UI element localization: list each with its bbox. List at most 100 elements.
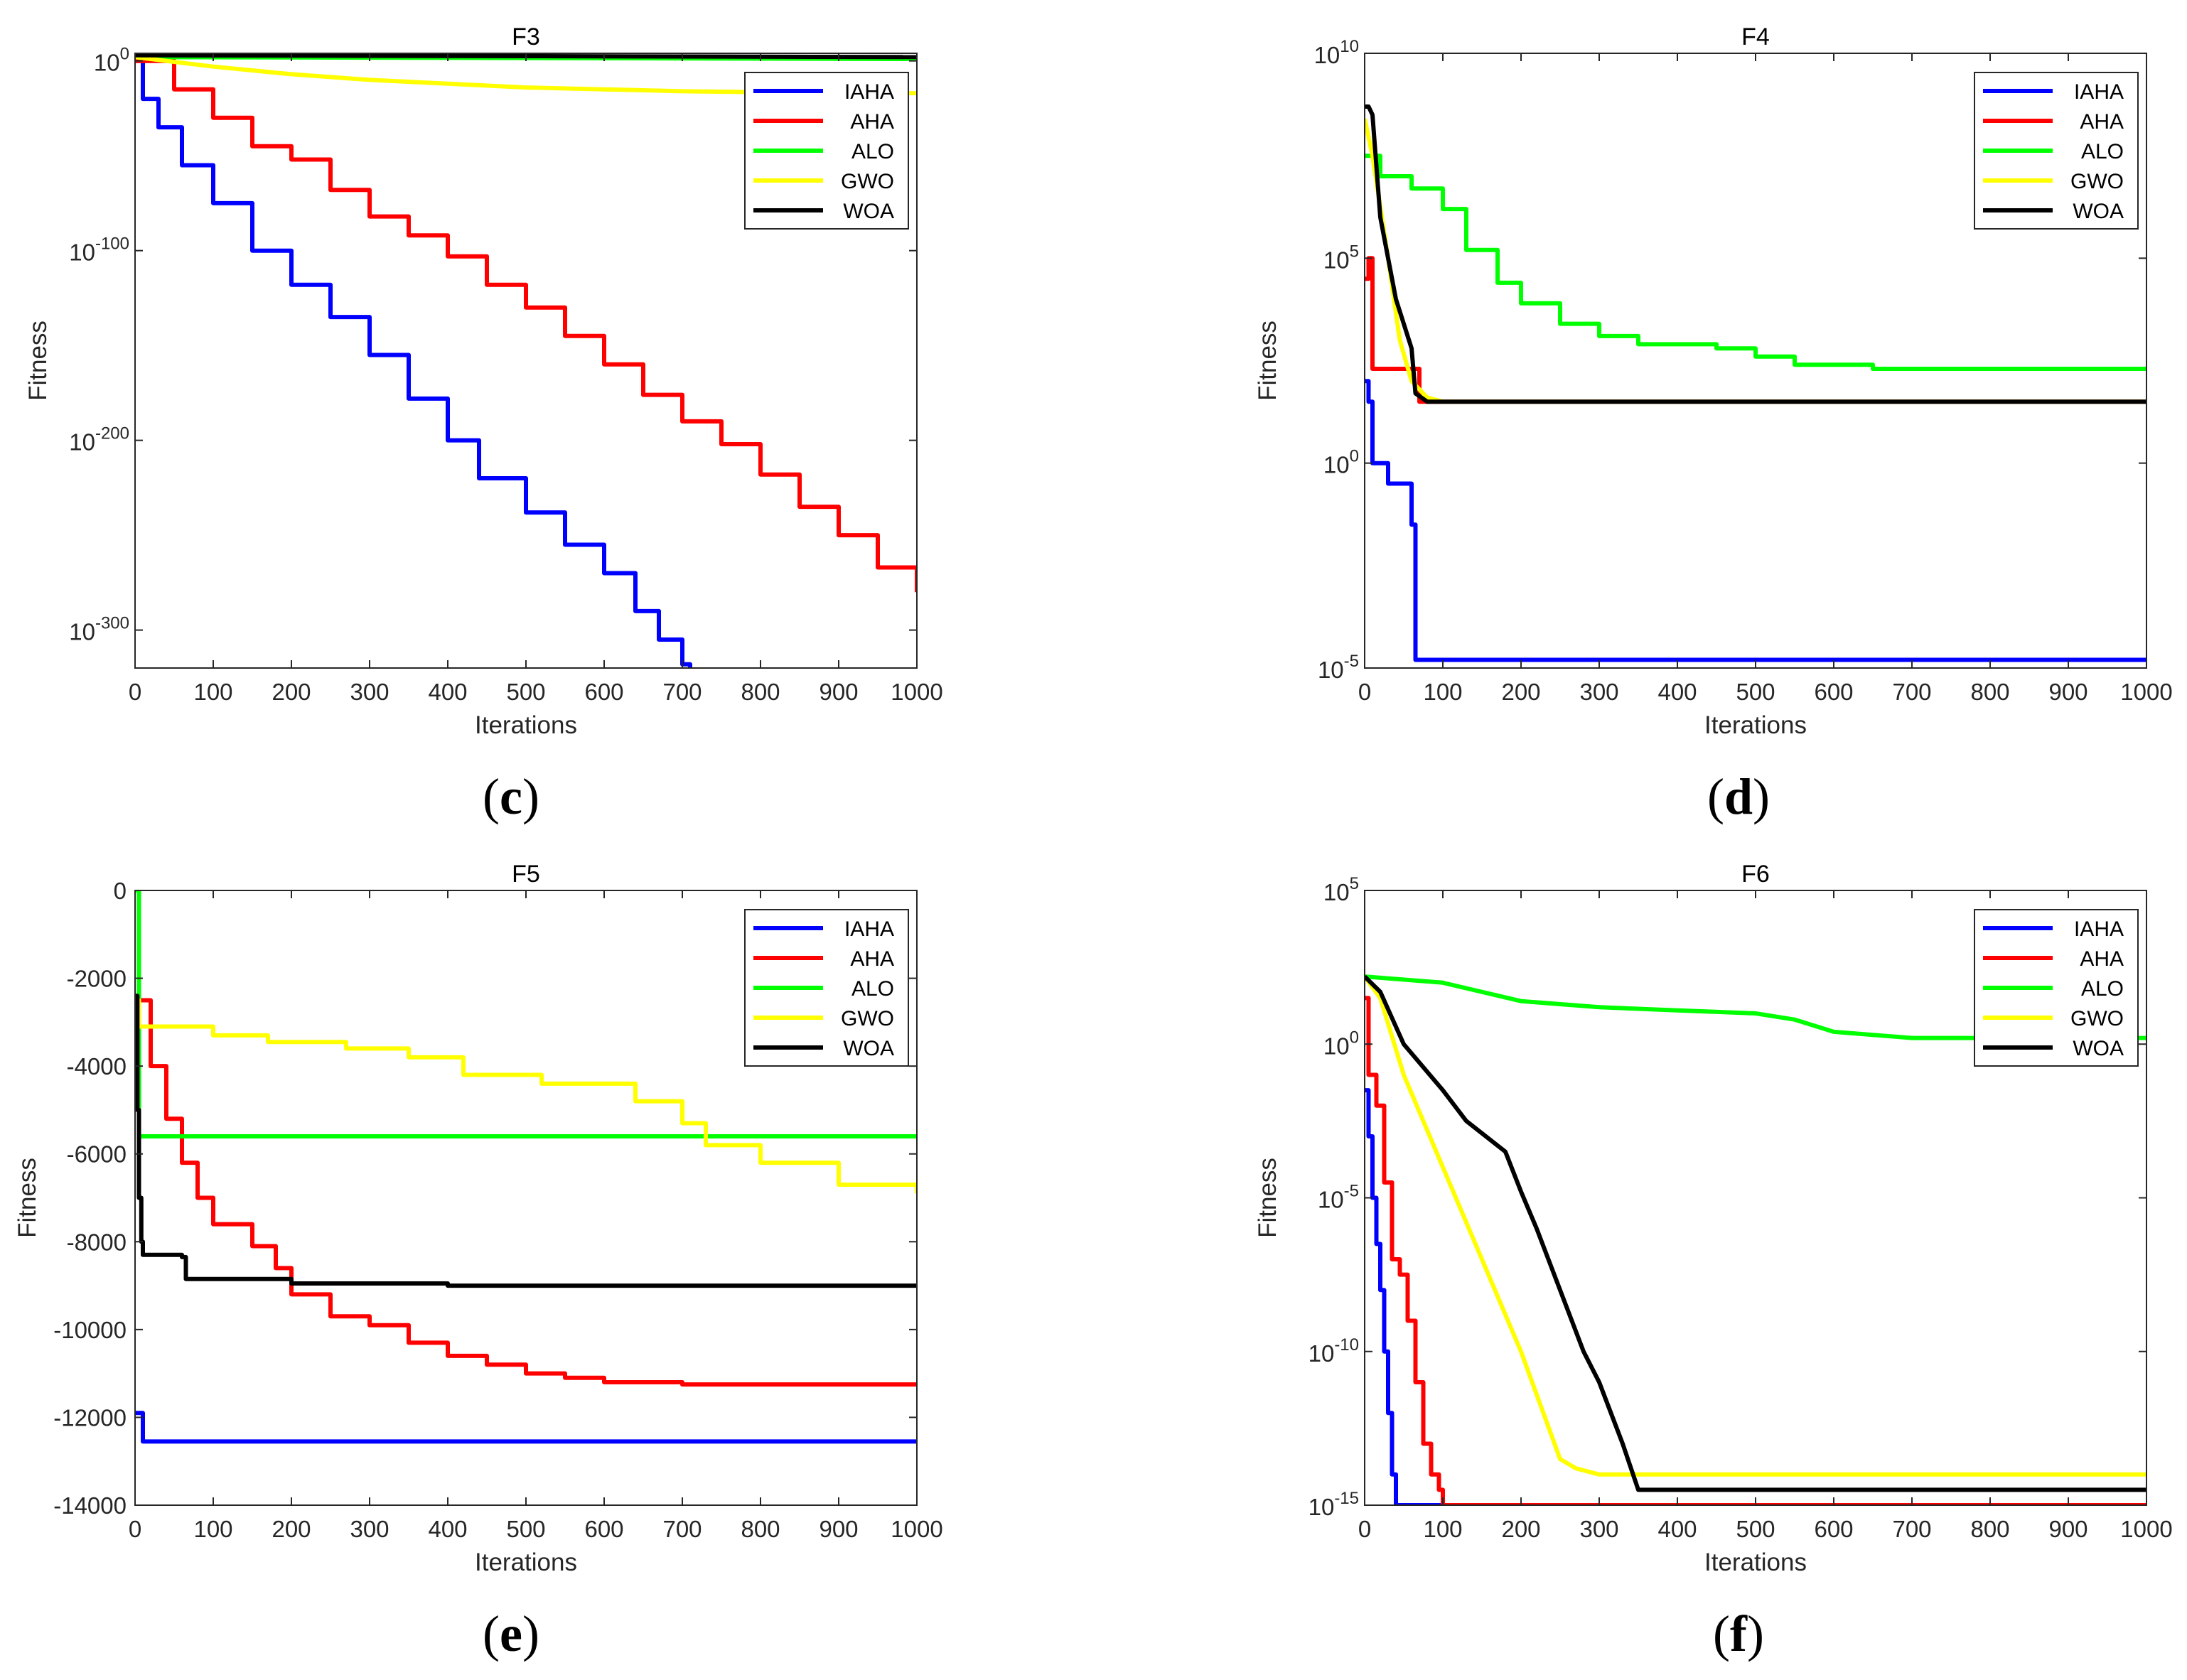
x-tick-label: 700 <box>1892 679 1931 705</box>
legend-label-gwo: GWO <box>841 1007 894 1030</box>
x-tick-label: 800 <box>741 1516 780 1542</box>
legend-label-aha: AHA <box>2080 947 2124 971</box>
x-tick-label: 600 <box>584 679 623 705</box>
legend-label-iaha: IAHA <box>2074 917 2124 941</box>
chart-title: F3 <box>512 23 540 50</box>
y-tick-label: 105 <box>1323 874 1359 905</box>
y-tick-exponent: -5 <box>1344 1182 1359 1201</box>
x-tick-label: 100 <box>1423 679 1462 705</box>
x-tick-label: 700 <box>662 679 702 705</box>
x-tick-label: 500 <box>1736 1516 1775 1542</box>
x-tick-label: 400 <box>1657 1516 1697 1542</box>
legend-label-woa: WOA <box>843 1037 894 1060</box>
x-tick-label: 100 <box>1423 1516 1462 1542</box>
series-line-woa <box>1365 104 2146 404</box>
y-tick-exponent: 0 <box>1350 447 1359 466</box>
series-line-gwo <box>135 998 917 1194</box>
legend-label-aha: AHA <box>850 110 894 134</box>
y-tick-base: 10 <box>1318 657 1344 683</box>
x-tick-label: 200 <box>1501 679 1540 705</box>
y-tick-base: 10 <box>69 619 95 645</box>
legend: IAHA AHA ALO GWO WOA <box>1974 72 2139 230</box>
legend-label-alo: ALO <box>2081 977 2124 1001</box>
series-line-iaha <box>1365 379 2146 662</box>
chart-title: F5 <box>512 861 540 888</box>
x-tick-label: 0 <box>129 1516 141 1542</box>
y-tick-label: -6000 <box>67 1141 127 1168</box>
x-tick-label: 400 <box>428 1516 467 1542</box>
y-tick-base: 10 <box>1309 1494 1335 1520</box>
y-tick-base: 10 <box>94 50 120 76</box>
panel-label-d: (d) <box>1707 768 1770 825</box>
series-line-gwo <box>1365 975 2146 1477</box>
y-tick-base: 10 <box>1323 1033 1350 1059</box>
x-tick-label: 300 <box>1579 1516 1618 1542</box>
y-tick-base: 10 <box>1323 879 1350 905</box>
x-tick-label: 700 <box>1892 1516 1931 1542</box>
series-line-woa <box>1365 974 2146 1492</box>
y-tick-label: 10-5 <box>1318 652 1359 683</box>
panel-label-f: (f) <box>1713 1605 1764 1662</box>
x-tick-label: 100 <box>193 679 232 705</box>
legend-label-iaha: IAHA <box>844 80 894 104</box>
y-tick-base: 10 <box>1323 452 1350 478</box>
y-tick-label: 1010 <box>1314 37 1359 68</box>
x-tick-label: 200 <box>272 1516 311 1542</box>
y-tick-label: 100 <box>1323 1028 1359 1059</box>
y-tick-label: -8000 <box>67 1229 127 1255</box>
y-tick-label: 10-100 <box>69 235 129 266</box>
legend-label-iaha: IAHA <box>844 917 894 941</box>
x-tick-label: 300 <box>350 1516 389 1542</box>
chart-title: F6 <box>1741 861 1770 888</box>
y-tick-base: 10 <box>69 239 95 266</box>
y-tick-exponent: -15 <box>1334 1489 1359 1508</box>
x-tick-label: 900 <box>2048 1516 2087 1542</box>
x-tick-label: 1000 <box>891 679 942 705</box>
x-tick-label: 1000 <box>2120 679 2172 705</box>
x-tick-label: 500 <box>506 679 545 705</box>
legend: IAHA AHA ALO GWO WOA <box>744 909 909 1067</box>
x-tick-label: 0 <box>1358 679 1371 705</box>
x-tick-label: 800 <box>741 679 780 705</box>
y-tick-exponent: -100 <box>95 235 129 254</box>
x-tick-label: 1000 <box>891 1516 942 1542</box>
y-tick-label: 10-15 <box>1309 1489 1359 1520</box>
x-axis-label: Iterations <box>475 1549 577 1576</box>
y-tick-label: 10-5 <box>1318 1182 1359 1213</box>
x-tick-label: 800 <box>1970 1516 2009 1542</box>
y-tick-base: 10 <box>1318 1187 1344 1213</box>
series-group <box>1365 104 2146 662</box>
legend-label-gwo: GWO <box>2070 1007 2124 1030</box>
panel-label-e: (e) <box>483 1605 539 1662</box>
y-tick-label: 105 <box>1323 242 1359 273</box>
series-line-aha <box>135 998 917 1387</box>
x-tick-label: 900 <box>2048 679 2087 705</box>
x-tick-label: 300 <box>1579 679 1618 705</box>
legend-label-alo: ALO <box>2081 140 2124 163</box>
y-tick-exponent: 0 <box>120 45 129 64</box>
x-tick-label: 0 <box>1358 1516 1371 1542</box>
series-line-woa <box>135 994 917 1288</box>
y-axis-label: Fitness <box>14 1158 41 1238</box>
y-tick-base: 10 <box>69 429 95 456</box>
y-tick-label: 0 <box>114 878 127 904</box>
x-tick-label: 300 <box>350 679 389 705</box>
legend-label-aha: AHA <box>2080 110 2124 134</box>
y-tick-label: -12000 <box>53 1404 127 1431</box>
x-tick-label: 600 <box>584 1516 623 1542</box>
y-tick-exponent: -10 <box>1334 1335 1359 1355</box>
x-axis-label: Iterations <box>1704 711 1807 739</box>
x-tick-label: 400 <box>428 679 467 705</box>
x-tick-label: 500 <box>506 1516 545 1542</box>
y-tick-exponent: -5 <box>1344 652 1359 671</box>
legend-label-iaha: IAHA <box>2074 80 2124 104</box>
panel-label-c: (c) <box>483 768 539 825</box>
legend-label-gwo: GWO <box>2070 170 2124 193</box>
y-tick-label: 100 <box>94 45 129 76</box>
legend-label-woa: WOA <box>843 200 894 223</box>
y-tick-label: -4000 <box>67 1053 127 1079</box>
y-tick-label: -10000 <box>53 1317 127 1343</box>
x-tick-label: 400 <box>1657 679 1697 705</box>
legend: IAHA AHA ALO GWO WOA <box>1974 909 2139 1067</box>
